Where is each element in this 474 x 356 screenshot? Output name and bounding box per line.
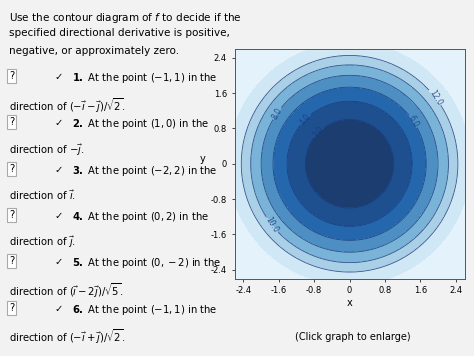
- Text: negative, or approximately zero.: negative, or approximately zero.: [9, 46, 179, 56]
- Text: direction of $(-\vec{\imath}-\vec{\jmath})/\sqrt{2}$.: direction of $(-\vec{\imath}-\vec{\jmath…: [9, 96, 126, 115]
- Text: direction of $\vec{\imath}$.: direction of $\vec{\imath}$.: [9, 189, 76, 202]
- Text: 2.0: 2.0: [311, 125, 326, 140]
- Text: direction of $(-\vec{\imath}+\vec{\jmath})/\sqrt{2}$.: direction of $(-\vec{\imath}+\vec{\jmath…: [9, 328, 126, 346]
- Text: $\mathbf{4.}$ At the point $(0,2)$ in the: $\mathbf{4.}$ At the point $(0,2)$ in th…: [72, 210, 209, 224]
- Text: $\checkmark$: $\checkmark$: [54, 117, 63, 127]
- Text: 8.0: 8.0: [270, 106, 284, 121]
- Text: $\checkmark$: $\checkmark$: [54, 210, 63, 220]
- Text: $\mathbf{2.}$ At the point $(1,0)$ in the: $\mathbf{2.}$ At the point $(1,0)$ in th…: [72, 117, 209, 131]
- Text: $\mathbf{6.}$ At the point $(-1,1)$ in the: $\mathbf{6.}$ At the point $(-1,1)$ in t…: [72, 303, 217, 316]
- Text: ?: ?: [9, 117, 14, 127]
- Text: $\mathbf{3.}$ At the point $(-2,2)$ in the: $\mathbf{3.}$ At the point $(-2,2)$ in t…: [72, 164, 217, 178]
- Y-axis label: y: y: [200, 154, 205, 164]
- Text: 6.0: 6.0: [407, 114, 420, 129]
- Text: $\checkmark$: $\checkmark$: [54, 303, 63, 313]
- Text: 10.0: 10.0: [264, 215, 280, 235]
- Text: ?: ?: [9, 71, 14, 81]
- Text: Use the contour diagram of $f$ to decide if the: Use the contour diagram of $f$ to decide…: [9, 11, 242, 25]
- Text: specified directional derivative is positive,: specified directional derivative is posi…: [9, 28, 230, 38]
- Text: ?: ?: [9, 210, 14, 220]
- Text: ?: ?: [9, 303, 14, 313]
- Text: $\checkmark$: $\checkmark$: [54, 256, 63, 266]
- Text: ?: ?: [9, 256, 14, 266]
- Text: $\mathbf{5.}$ At the point $(0,-2)$ in the: $\mathbf{5.}$ At the point $(0,-2)$ in t…: [72, 256, 221, 270]
- Text: $\checkmark$: $\checkmark$: [54, 71, 63, 81]
- Text: $\checkmark$: $\checkmark$: [54, 164, 63, 174]
- Text: (Click graph to enlarge): (Click graph to enlarge): [295, 332, 411, 342]
- Text: 12.0: 12.0: [427, 88, 444, 107]
- Text: $\mathbf{1.}$ At the point $(-1,1)$ in the: $\mathbf{1.}$ At the point $(-1,1)$ in t…: [72, 71, 217, 85]
- Text: ?: ?: [9, 164, 14, 174]
- Text: direction of $(\vec{\imath}-2\vec{\jmath})/\sqrt{5}$.: direction of $(\vec{\imath}-2\vec{\jmath…: [9, 281, 124, 300]
- Text: 4.0: 4.0: [298, 112, 312, 127]
- Text: direction of $-\vec{\jmath}$.: direction of $-\vec{\jmath}$.: [9, 142, 84, 158]
- Text: direction of $\vec{\jmath}$.: direction of $\vec{\jmath}$.: [9, 235, 76, 250]
- X-axis label: x: x: [346, 298, 353, 308]
